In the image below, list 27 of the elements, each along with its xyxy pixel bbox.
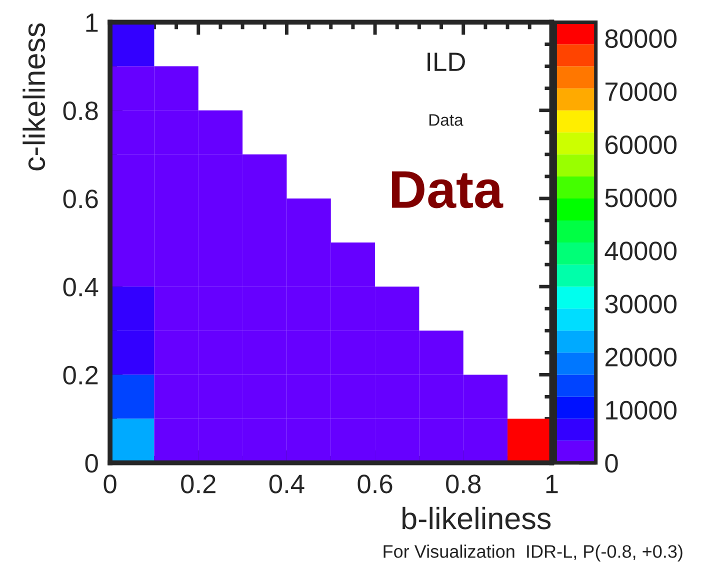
text: For Visualization IDR-L, P(-0.8, +0.3): [384, 544, 682, 562]
annotation: Data: [429, 114, 464, 126]
x-tick-label: 0: [104, 474, 116, 494]
x-axis-title: b-likeliness: [402, 506, 551, 530]
y-tick-label: 0.4: [63, 278, 98, 296]
color-bar-label: 70000: [606, 82, 677, 102]
x-tick-label: 1: [546, 474, 558, 494]
y-tick-label: 1: [86, 14, 98, 32]
color-bar-label: 60000: [606, 135, 677, 154]
color-bar-label: 20000: [606, 348, 677, 366]
color-bar-label: 80000: [605, 29, 677, 48]
color-bar-label: 0: [605, 454, 618, 473]
annotation: ILD: [428, 52, 465, 71]
x-tick-label: 0.6: [358, 474, 392, 494]
x-tick-label: 0.4: [269, 474, 304, 494]
y-tick-label: 0.2: [63, 366, 98, 385]
y-tick-label: 0: [85, 454, 98, 473]
color-bar-label: 50000: [605, 188, 677, 208]
y-tick-label: 0.8: [63, 101, 98, 120]
annotation: Data: [392, 171, 504, 208]
x-tick-label: 0.8: [446, 474, 481, 494]
color-bar-label: 10000: [606, 400, 677, 420]
x-tick-label: 0.2: [181, 474, 216, 494]
color-bar-label: 40000: [604, 242, 677, 260]
y-axis-title: c-likeliness: [22, 23, 46, 170]
y-tick-label: 0.6: [63, 190, 98, 208]
color-bar-label: 30000: [605, 294, 677, 314]
